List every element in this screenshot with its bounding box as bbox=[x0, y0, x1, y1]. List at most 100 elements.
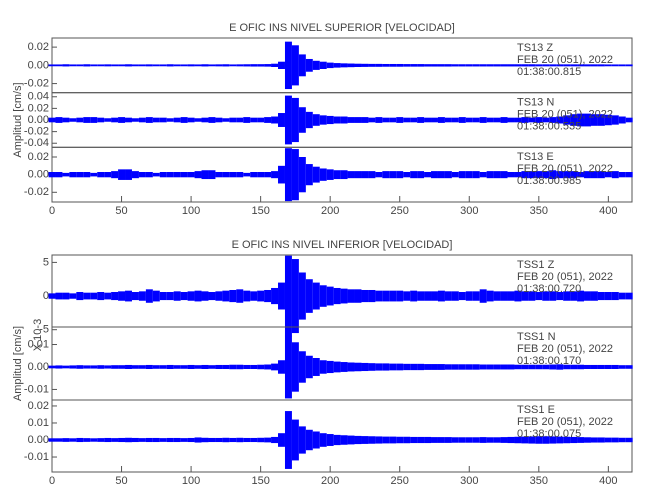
trace-segment bbox=[111, 171, 119, 179]
trace-segment bbox=[472, 437, 480, 443]
trace-segment bbox=[104, 437, 112, 443]
trace-segment bbox=[597, 114, 605, 126]
trace-segment bbox=[215, 437, 223, 443]
trace-segment bbox=[382, 436, 390, 444]
trace-segment bbox=[514, 172, 522, 178]
trace-segment bbox=[208, 292, 216, 301]
trace-segment bbox=[264, 172, 272, 178]
trace-segment bbox=[62, 117, 70, 123]
trace-segment bbox=[577, 172, 585, 178]
y-tick-label: -0.02 bbox=[24, 186, 49, 198]
trace-segment bbox=[347, 117, 355, 123]
trace-segment bbox=[173, 291, 181, 301]
trace-segment bbox=[250, 364, 258, 370]
trace-segment bbox=[493, 117, 501, 123]
trace-segment bbox=[145, 117, 153, 123]
trace-segment bbox=[208, 117, 216, 123]
x-tick-label: 50 bbox=[115, 205, 127, 217]
trace-segment bbox=[166, 64, 174, 67]
trace-segment bbox=[451, 437, 459, 443]
trace-segment bbox=[444, 437, 452, 443]
trace-segment bbox=[187, 364, 195, 370]
trace-segment bbox=[618, 365, 626, 369]
y-tick-label: 0.01 bbox=[28, 338, 49, 350]
trace-segment bbox=[138, 172, 146, 178]
trace-segment bbox=[48, 172, 56, 178]
trace-segment bbox=[291, 419, 299, 461]
trace-segment bbox=[118, 117, 126, 123]
trace-segment bbox=[340, 170, 348, 180]
trace-segment bbox=[368, 289, 376, 303]
y-tick-label: -0.04 bbox=[24, 137, 49, 149]
trace-segment bbox=[479, 172, 487, 178]
trace-segment bbox=[278, 282, 285, 310]
trace-segment bbox=[556, 64, 564, 67]
trace-segment bbox=[76, 437, 84, 443]
trace-segment bbox=[187, 117, 195, 123]
trace-segment bbox=[590, 114, 598, 126]
y-tick-label: -0.01 bbox=[24, 383, 49, 395]
y-tick-label: 0.00 bbox=[28, 169, 49, 181]
y-tick-label: 0.02 bbox=[28, 400, 49, 412]
trace-segment bbox=[542, 171, 550, 179]
trace-segment bbox=[590, 291, 598, 301]
trace-segment bbox=[222, 64, 230, 67]
trace-segment bbox=[264, 64, 272, 67]
x-tick-label: 400 bbox=[599, 475, 617, 487]
trace-segment bbox=[187, 291, 195, 301]
trace-segment bbox=[507, 117, 515, 123]
x-tick-label: 200 bbox=[321, 475, 339, 487]
trace-segment bbox=[173, 365, 181, 369]
trace-segment bbox=[166, 364, 174, 370]
trace-segment bbox=[173, 172, 181, 178]
y-tick-label: -5 bbox=[39, 324, 49, 336]
trace-segment bbox=[549, 64, 557, 67]
trace-segment bbox=[535, 364, 543, 370]
trace-segment bbox=[264, 289, 272, 303]
trace-segment bbox=[507, 364, 515, 370]
trace-segment bbox=[486, 437, 494, 443]
trace-segment bbox=[521, 117, 529, 123]
trace-segment bbox=[305, 355, 313, 379]
trace-segment bbox=[424, 436, 432, 444]
trace-segment bbox=[354, 289, 362, 303]
trace-segment bbox=[83, 438, 91, 442]
trace-segment bbox=[55, 365, 63, 369]
trace-segment bbox=[389, 63, 397, 67]
trace-segment bbox=[563, 115, 571, 125]
trace-segment bbox=[264, 364, 272, 370]
trace-segment bbox=[257, 117, 265, 123]
trace-segment bbox=[382, 63, 390, 67]
trace-segment bbox=[131, 64, 139, 67]
trace-segment bbox=[319, 360, 327, 374]
trace-segment bbox=[375, 363, 383, 371]
trace-segment bbox=[159, 64, 167, 67]
trace-segment bbox=[104, 292, 112, 300]
trace-segment bbox=[319, 433, 327, 447]
date-label: FEB 20 (051), 2022 bbox=[517, 416, 613, 428]
trace-segment bbox=[166, 437, 174, 443]
trace-segment bbox=[479, 289, 487, 303]
scale-label: X 10-3 bbox=[32, 319, 44, 351]
trace-segment bbox=[229, 364, 237, 370]
trace-segment bbox=[347, 435, 355, 445]
trace-segment bbox=[326, 115, 334, 125]
trace-segment bbox=[472, 64, 480, 67]
trace-segment bbox=[222, 437, 230, 443]
trace-segment bbox=[187, 64, 195, 67]
trace-segment bbox=[465, 437, 473, 443]
trace-segment bbox=[312, 282, 320, 310]
trace-segment bbox=[604, 64, 612, 67]
trace-segment bbox=[465, 117, 473, 123]
trace-segment bbox=[472, 171, 480, 179]
trace-segment bbox=[333, 361, 341, 373]
trace-segment bbox=[472, 117, 480, 123]
trace-segment bbox=[611, 292, 619, 301]
trace-segment bbox=[243, 117, 251, 123]
trace-segment bbox=[584, 437, 591, 443]
trace-segment bbox=[542, 364, 550, 370]
y-tick-label: 5 bbox=[43, 256, 49, 268]
trace-segment bbox=[208, 437, 216, 443]
trace-segment bbox=[549, 291, 557, 301]
x-tick-label: 0 bbox=[49, 475, 55, 487]
